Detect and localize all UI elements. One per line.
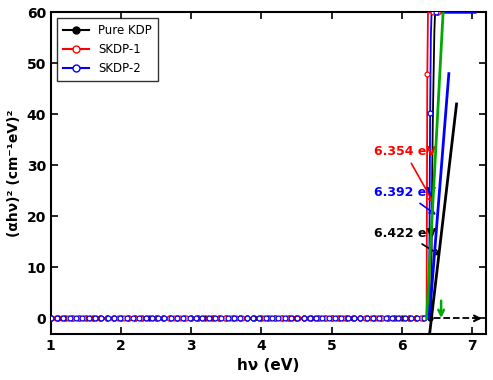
Text: 6.392 eV: 6.392 eV — [374, 186, 436, 214]
X-axis label: hν (eV): hν (eV) — [237, 358, 300, 373]
Text: 6.422 eV: 6.422 eV — [374, 227, 439, 255]
Legend: Pure KDP, SKDP-1, SKDP-2: Pure KDP, SKDP-1, SKDP-2 — [57, 18, 158, 81]
Y-axis label: (αhν)² (cm⁻¹eV)²: (αhν)² (cm⁻¹eV)² — [7, 109, 21, 237]
Text: 6.354 eV: 6.354 eV — [374, 145, 436, 202]
